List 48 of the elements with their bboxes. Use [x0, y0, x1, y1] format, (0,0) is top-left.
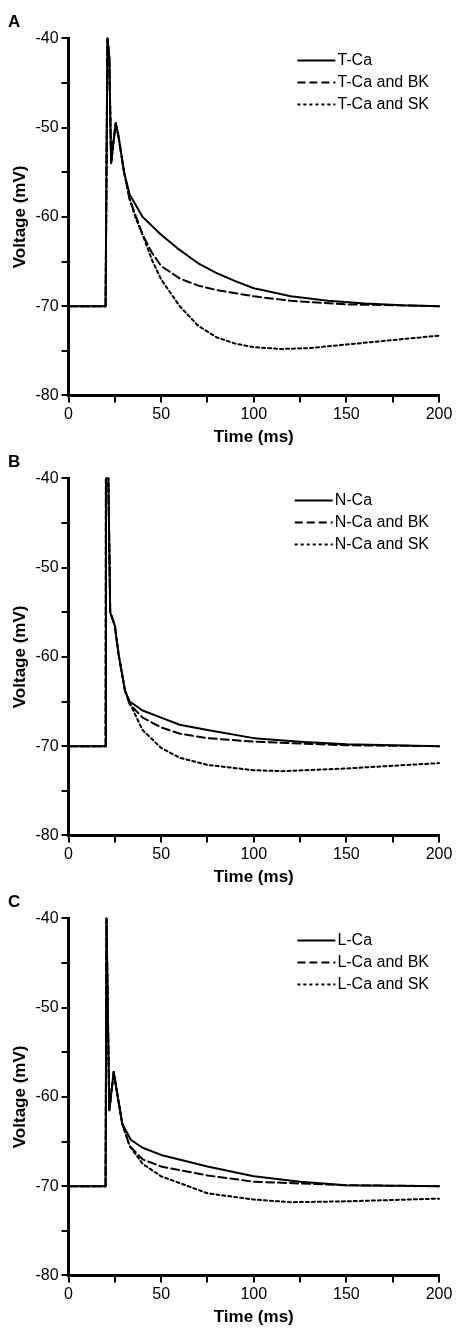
y-tick-label: -80 [35, 385, 59, 403]
legend-label: N-Ca and SK [334, 534, 430, 552]
y-tick-label: -50 [35, 558, 59, 576]
y-tick-label: -40 [35, 28, 59, 46]
x-tick-label: 0 [64, 405, 74, 423]
y-tick-label: -60 [35, 647, 59, 665]
y-tick-label: -50 [35, 998, 59, 1016]
x-tick-label: 150 [333, 845, 360, 863]
y-axis-title: Voltage (mV) [9, 165, 29, 269]
x-tick-label: 200 [425, 405, 453, 423]
y-tick-label: -40 [35, 908, 59, 926]
x-tick-label: 50 [152, 405, 171, 423]
legend-label: T-Ca and SK [337, 94, 430, 112]
legend-label: T-Ca and BK [337, 72, 430, 90]
y-tick-label: -40 [35, 468, 59, 486]
chart-title: B [8, 451, 21, 471]
x-tick-label: 100 [240, 845, 268, 863]
legend-label: L-Ca [337, 930, 373, 948]
y-tick-label: -70 [35, 296, 59, 314]
y-tick-label: -80 [35, 825, 59, 843]
legend-label: T-Ca [337, 50, 373, 68]
x-tick-label: 0 [64, 845, 74, 863]
x-axis-title: Time (ms) [213, 867, 294, 887]
y-axis-title: Voltage (mV) [9, 605, 29, 709]
x-axis-title: Time (ms) [213, 1307, 294, 1327]
x-tick-label: 200 [425, 845, 453, 863]
y-tick-label: -70 [35, 736, 59, 754]
legend-label: N-Ca [334, 490, 373, 508]
legend-label: N-Ca and BK [334, 512, 430, 530]
y-tick-label: -60 [35, 207, 59, 225]
legend-label: L-Ca and BK [337, 952, 430, 970]
x-tick-label: 150 [333, 1285, 360, 1303]
x-tick-label: 100 [240, 405, 268, 423]
chart-title: C [8, 891, 21, 911]
y-tick-label: -50 [35, 118, 59, 136]
y-axis-title: Voltage (mV) [9, 1045, 29, 1149]
x-tick-label: 0 [64, 1285, 74, 1303]
y-tick-label: -80 [35, 1265, 59, 1283]
x-axis-title: Time (ms) [213, 427, 294, 447]
x-tick-label: 100 [240, 1285, 268, 1303]
chart-title: A [8, 11, 21, 31]
legend-label: L-Ca and SK [337, 974, 430, 992]
x-tick-label: 150 [333, 405, 360, 423]
y-tick-label: -60 [35, 1087, 59, 1105]
x-tick-label: 50 [152, 845, 171, 863]
x-tick-label: 50 [152, 1285, 171, 1303]
y-tick-label: -70 [35, 1176, 59, 1194]
x-tick-label: 200 [425, 1285, 453, 1303]
